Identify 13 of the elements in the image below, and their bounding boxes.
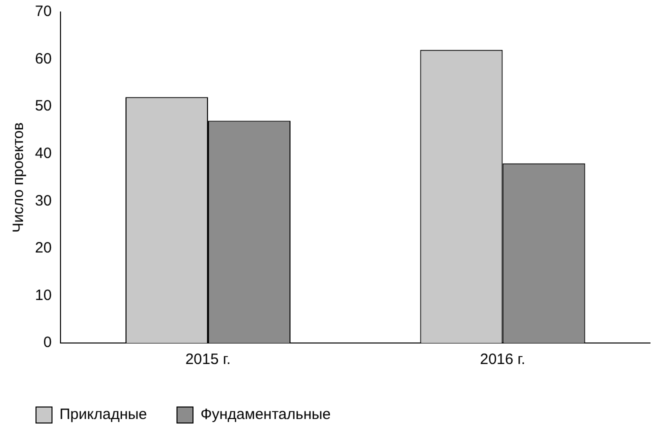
x-tick-label: 2015 г.: [185, 351, 231, 368]
x-tick-label: 2016 г.: [480, 351, 526, 368]
y-tick-label: 70: [34, 3, 52, 20]
y-tick-label: 30: [34, 192, 52, 210]
legend-label: Прикладные: [60, 406, 147, 424]
y-axis-title: Число проектов: [10, 122, 28, 233]
y-tick-label: 60: [34, 50, 52, 68]
y-tick-label: 10: [34, 286, 52, 304]
legend-label: Фундаментальные: [200, 406, 331, 424]
y-tick-label: 50: [34, 98, 52, 115]
y-tick-label: 40: [34, 145, 52, 162]
y-tick-label: 20: [34, 240, 52, 257]
y-tick-label: 0: [43, 334, 52, 352]
